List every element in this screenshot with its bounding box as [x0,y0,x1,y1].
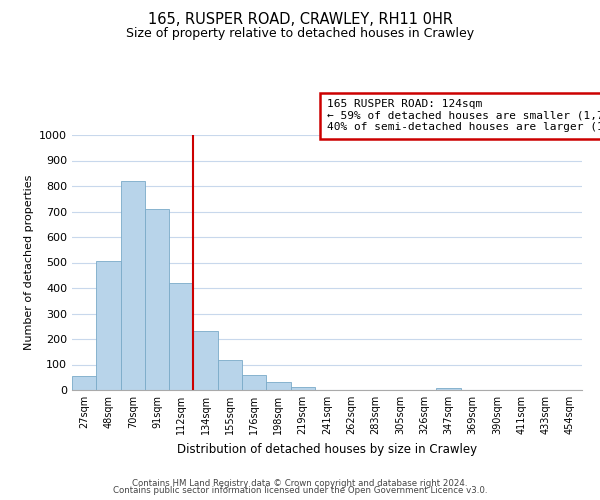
Bar [121,181,145,390]
Y-axis label: Number of detached properties: Number of detached properties [23,175,34,350]
Text: Contains public sector information licensed under the Open Government Licence v3: Contains public sector information licen… [113,486,487,495]
X-axis label: Distribution of detached houses by size in Crawley: Distribution of detached houses by size … [177,442,477,456]
Bar [218,360,242,390]
Bar [169,283,193,390]
Bar [266,382,290,390]
Text: Contains HM Land Registry data © Crown copyright and database right 2024.: Contains HM Land Registry data © Crown c… [132,478,468,488]
Bar [145,209,169,390]
Bar [436,388,461,390]
Bar [96,261,121,390]
Bar [72,376,96,390]
Bar [242,376,266,390]
Text: 165, RUSPER ROAD, CRAWLEY, RH11 0HR: 165, RUSPER ROAD, CRAWLEY, RH11 0HR [148,12,452,28]
Text: Size of property relative to detached houses in Crawley: Size of property relative to detached ho… [126,28,474,40]
Bar [193,332,218,390]
Bar [290,387,315,390]
Text: 165 RUSPER ROAD: 124sqm
← 59% of detached houses are smaller (1,762)
40% of semi: 165 RUSPER ROAD: 124sqm ← 59% of detache… [327,99,600,132]
